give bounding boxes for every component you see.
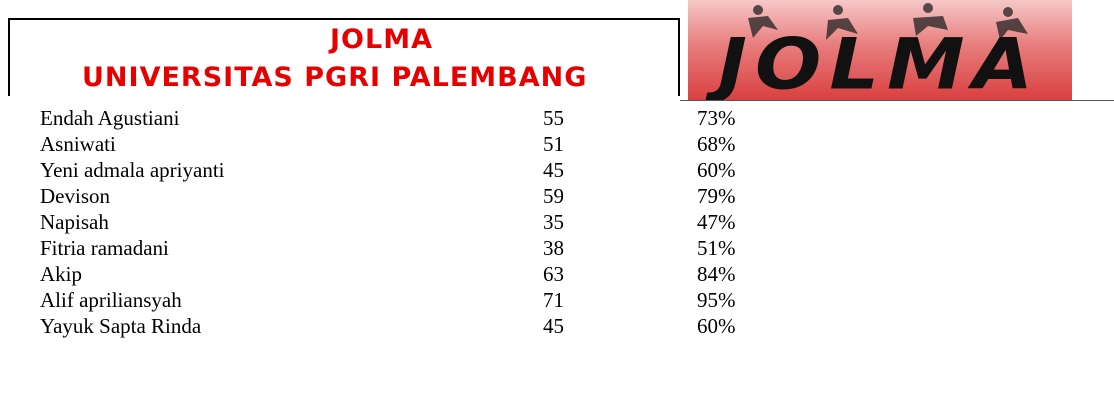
score-cell: 38 — [543, 236, 564, 261]
score-cell: 59 — [543, 184, 564, 209]
percent-cell: 60% — [697, 314, 736, 339]
percent-cell: 95% — [697, 288, 736, 313]
score-cell: 63 — [543, 262, 564, 287]
score-cell: 45 — [543, 158, 564, 183]
name-cell: Yayuk Sapta Rinda — [40, 314, 201, 339]
score-cell: 55 — [543, 106, 564, 131]
score-cell: 35 — [543, 210, 564, 235]
header-title: JOLMA — [330, 24, 433, 55]
percent-cell: 60% — [697, 158, 736, 183]
name-cell: Alif apriliansyah — [40, 288, 182, 313]
rule — [680, 100, 1114, 101]
name-cell: Akip — [40, 262, 82, 287]
header-subtitle: UNIVERSITAS PGRI PALEMBANG — [82, 62, 587, 93]
percent-cell: 73% — [697, 106, 736, 131]
percent-cell: 79% — [697, 184, 736, 209]
percent-cell: 51% — [697, 236, 736, 261]
score-cell: 71 — [543, 288, 564, 313]
name-cell: Endah Agustiani — [40, 106, 179, 131]
name-cell: Fitria ramadani — [40, 236, 169, 261]
percent-cell: 47% — [697, 210, 736, 235]
score-cell: 45 — [543, 314, 564, 339]
name-cell: Devison — [40, 184, 110, 209]
score-cell: 51 — [543, 132, 564, 157]
name-cell: Yeni admala apriyanti — [40, 158, 225, 183]
name-cell: Asniwati — [40, 132, 116, 157]
page: JOLMA UNIVERSITAS PGRI PALEMBANG JOLMA E… — [0, 0, 1114, 405]
logo-text: JOLMA — [718, 25, 1041, 101]
logo: JOLMA — [688, 0, 1072, 100]
percent-cell: 84% — [697, 262, 736, 287]
percent-cell: 68% — [697, 132, 736, 157]
name-cell: Napisah — [40, 210, 109, 235]
